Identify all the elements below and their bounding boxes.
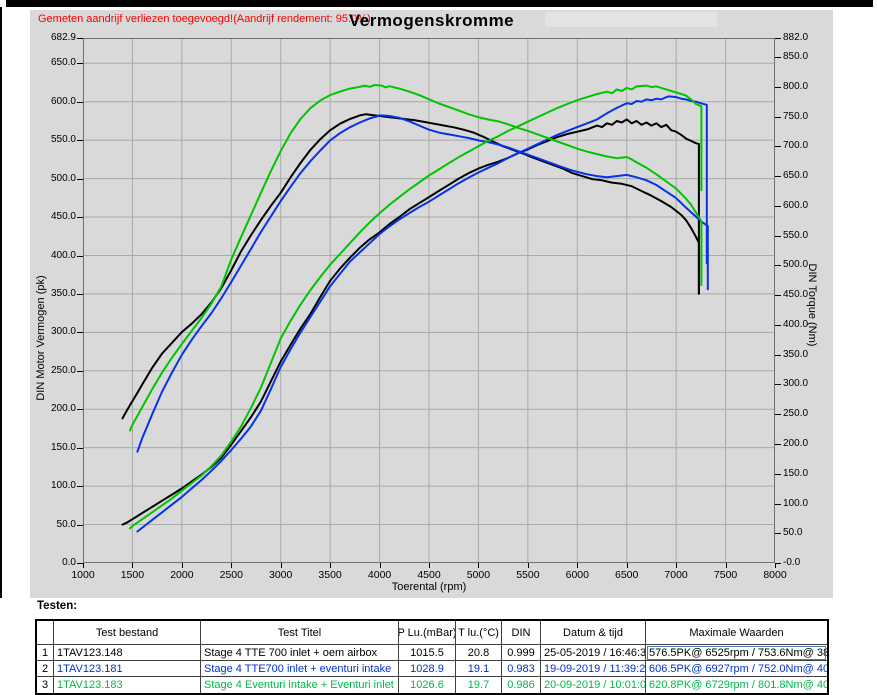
dyno-chart-panel: Gemeten aandrijf verliezen toegevoegd!(A… [30,10,833,598]
table-cell[interactable]: 620.8PK@ 6729rpm / 801.8Nm@ 4025rpm [649,679,827,691]
table-header-row: Test bestand Test Titel P Lu.(mBar) T lu.(°… [37,621,827,645]
y-right-axis-title: DIN Torque (Nm) [806,263,818,347]
x-axis-title: Toerental (rpm) [391,581,467,593]
plot-border [83,38,775,563]
curve-test2-power [136,95,708,533]
table-cell[interactable]: 19.7 [456,677,502,693]
column-header: Datum & tijd [541,621,646,645]
panel-highlight-strip [545,12,717,27]
column-header: T lu.(°C) [456,621,502,645]
table-cell[interactable]: 20-09-2019 / 10:01:08 [541,677,646,693]
table-cell[interactable]: 25-05-2019 / 16:46:36 [541,645,646,661]
table-row-test-3: 3 1TAV123.183 Stage 4 Eventuri intake + Ev… [37,677,827,693]
table-cell[interactable]: 1028.9 [399,661,456,677]
column-header: DIN [502,621,541,645]
table-row-test-1: 1 1TAV123.148 Stage 4 TTE 700 inlet + oem … [37,645,827,661]
tests-heading: Testen: [37,600,78,612]
y-left-axis-title: DIN Motor Vermogen (pk) [35,275,47,401]
table-cell[interactable]: 606.5PK@ 6927rpm / 752.0Nm@ 4010rpm [646,661,827,677]
curve-test3-power [129,84,703,530]
table-cell[interactable]: 19-09-2019 / 11:39:20 [541,661,646,677]
table-cell[interactable]: 0.986 [502,677,541,693]
column-header: Test bestand [54,621,201,645]
table-cell[interactable]: Stage 4 TTE 700 inlet + oem airbox [201,645,399,661]
table-cell[interactable]: 19.1 [456,661,502,677]
table-cell[interactable]: 20.8 [456,645,502,661]
tests-table: Test bestand Test Titel P Lu.(mBar) T lu.(°… [35,619,829,695]
table-cell[interactable]: Stage 4 Eventuri intake + Eventuri inlet [201,677,399,693]
chart-title: Vermogenskromme [348,11,515,30]
table-cell[interactable]: 3 [37,677,54,693]
table-cell[interactable]: 1 [37,645,54,661]
table-cell[interactable]: 1TAV123.148 [54,645,201,661]
curve-test3-torque [129,84,703,432]
curve-test1-power [121,118,700,526]
window-top-bar [6,0,873,7]
curve-test2-torque [136,114,709,453]
table-cell[interactable]: Stage 4 TTE700 inlet + eventuri intake [201,661,399,677]
table-cell[interactable]: 1026.6 [399,677,456,693]
table-cell[interactable]: 2 [37,661,54,677]
column-header: Test Titel [201,621,399,645]
table-cell[interactable]: 1015.5 [399,645,456,661]
curve-test1-torque [121,113,700,420]
column-header: P Lu.(mBar) [399,621,456,645]
window-left-edge [0,7,2,598]
table-row-test-2: 2 1TAV123.181 Stage 4 TTE700 inlet + event… [37,661,827,677]
table-cell[interactable]: 1TAV123.183 [54,677,201,693]
power-curve-plot [83,38,775,563]
column-header [37,621,54,645]
table-cell[interactable]: 0.999 [502,645,541,661]
column-header: Maximale Waarden [646,621,827,645]
table-cell[interactable]: 1TAV123.181 [54,661,201,677]
table-cell[interactable]: 0.983 [502,661,541,677]
table-cell[interactable]: 576.5PK@ 6525rpm / 753.6Nm@ 3863rpm [646,645,827,661]
drivetrain-loss-note: Gemeten aandrijf verliezen toegevoegd!(A… [38,13,371,25]
